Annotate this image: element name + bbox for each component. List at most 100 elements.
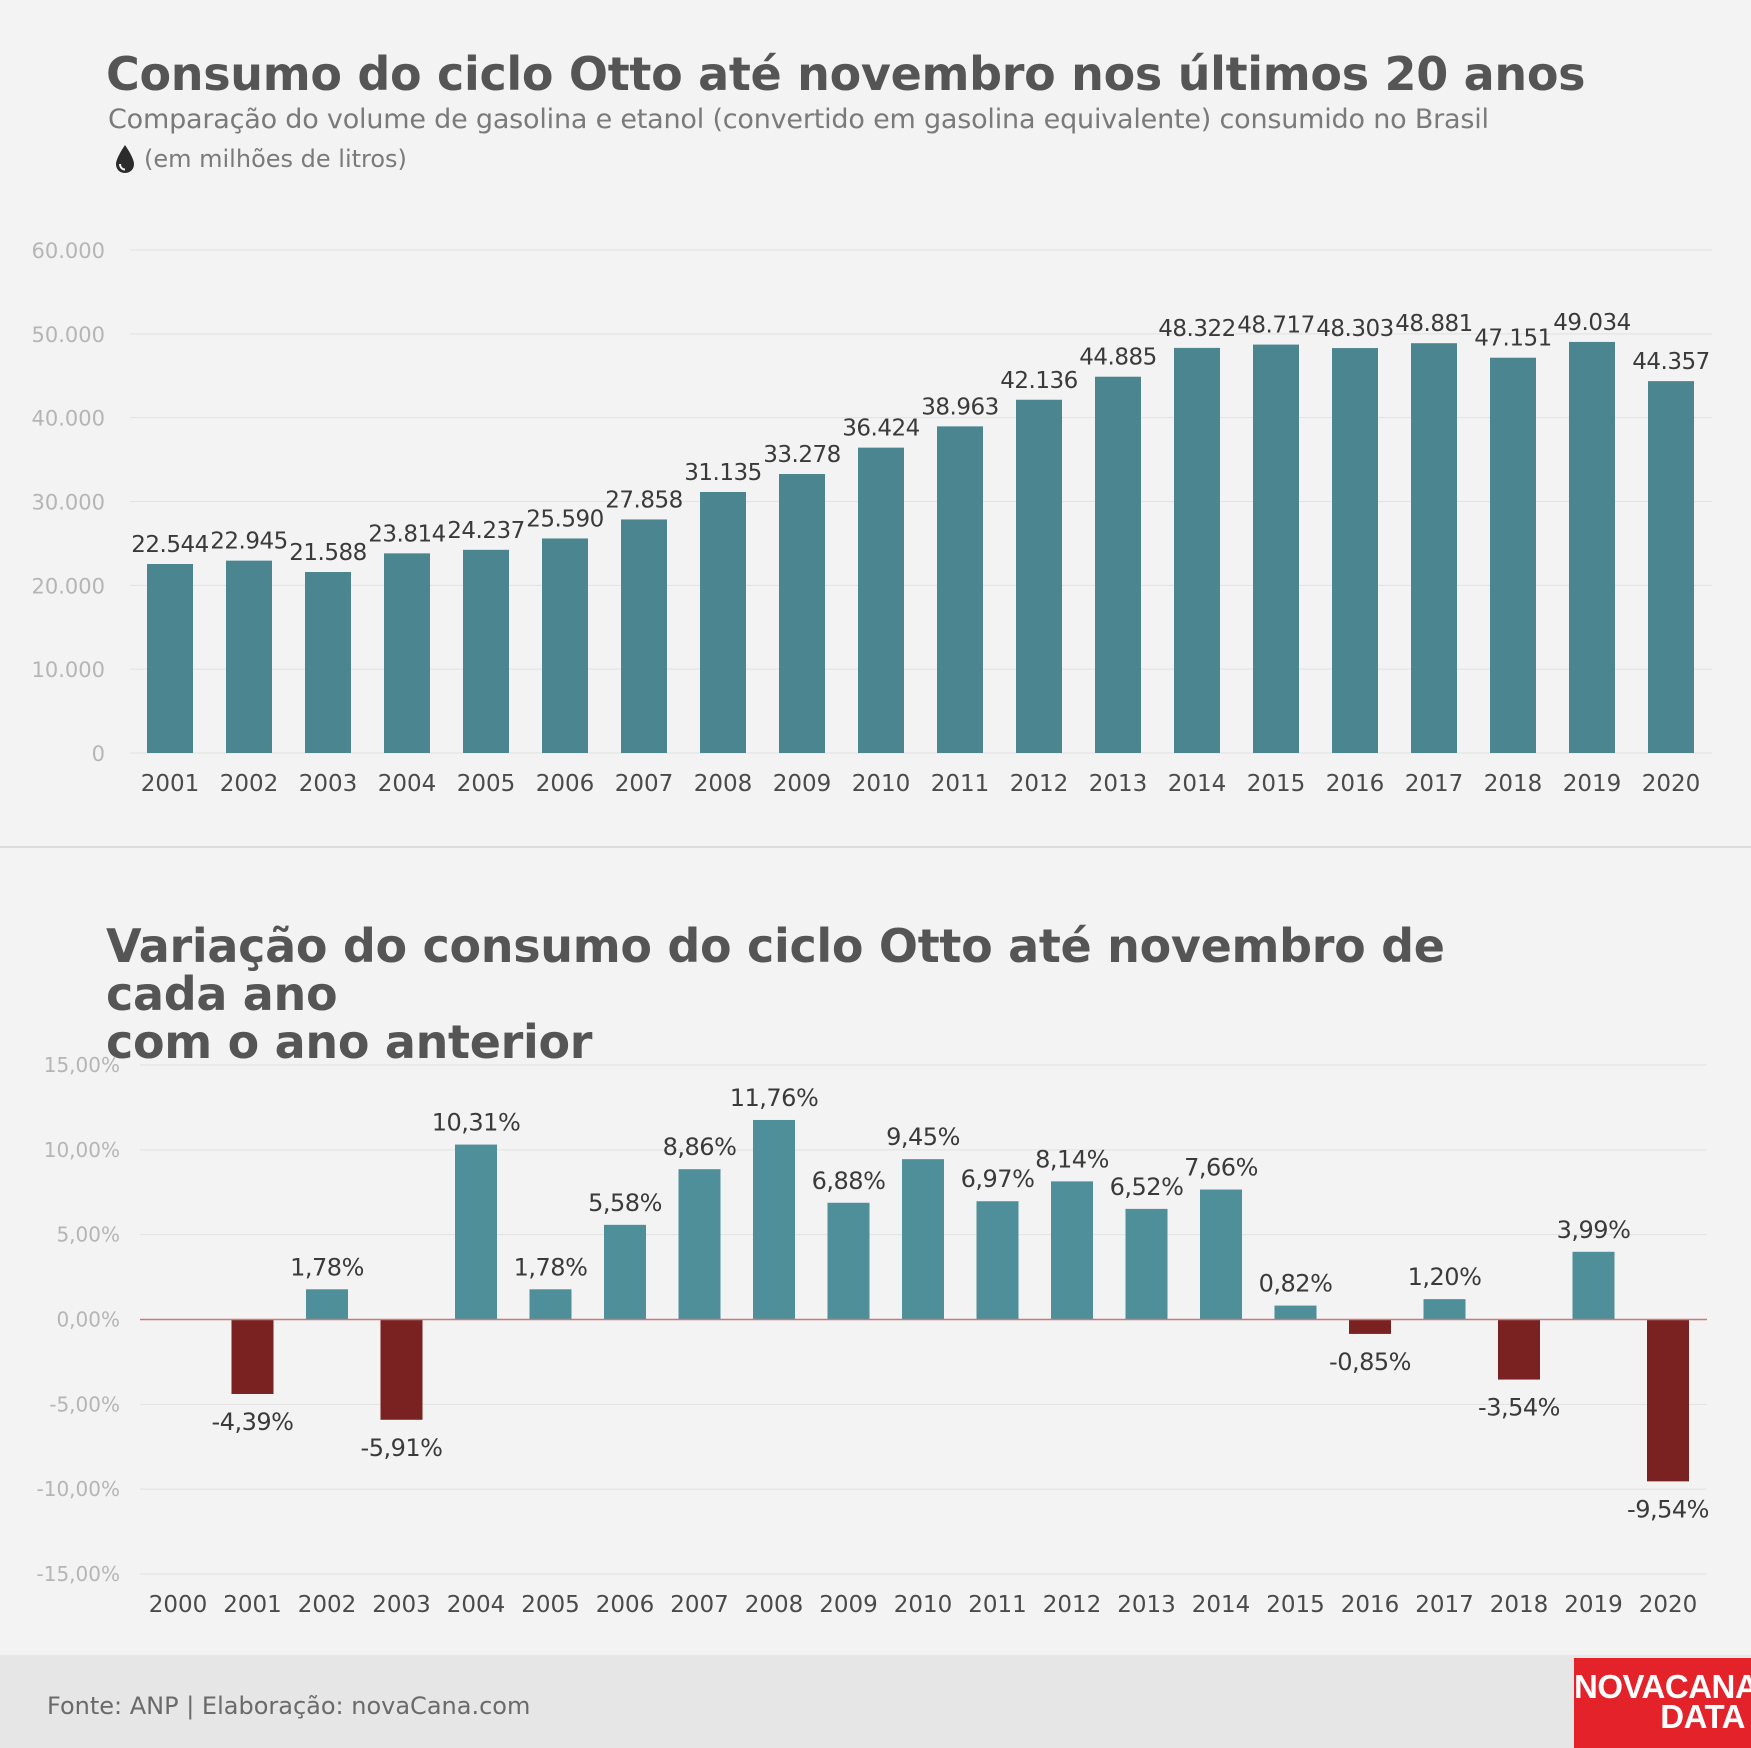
data-label: 48.881 bbox=[1395, 311, 1472, 337]
data-label: 25.590 bbox=[526, 506, 603, 532]
y-tick-label: 30.000 bbox=[32, 491, 105, 515]
bar bbox=[231, 1319, 274, 1394]
x-tick-label: 2017 bbox=[1415, 1592, 1474, 1618]
data-label: 10,31% bbox=[432, 1109, 521, 1137]
x-tick-label: 2007 bbox=[670, 1592, 729, 1618]
bar bbox=[1569, 341, 1615, 753]
logo-line2: DATA bbox=[1660, 1698, 1745, 1735]
bar bbox=[1095, 376, 1141, 753]
x-tick-label: 2015 bbox=[1266, 1592, 1325, 1618]
x-tick-label: 2012 bbox=[1010, 771, 1069, 797]
y-tick-label: 0,00% bbox=[56, 1308, 120, 1332]
x-tick-label: 2005 bbox=[521, 1592, 580, 1618]
x-tick-label: 2016 bbox=[1326, 771, 1385, 797]
bar bbox=[1423, 1299, 1466, 1320]
bar bbox=[1125, 1208, 1168, 1320]
data-label: 22.544 bbox=[131, 532, 208, 558]
x-tick-label: 2009 bbox=[819, 1592, 878, 1618]
x-tick-label: 2001 bbox=[223, 1592, 282, 1618]
x-tick-label: 2010 bbox=[852, 771, 911, 797]
data-label: 3,99% bbox=[1557, 1216, 1631, 1244]
bar bbox=[621, 519, 667, 753]
data-label: 44.357 bbox=[1632, 349, 1709, 375]
data-label: 48.303 bbox=[1316, 316, 1393, 342]
bar bbox=[529, 1289, 572, 1320]
source-note: Fonte: ANP | Elaboração: novaCana.com bbox=[47, 1692, 531, 1720]
x-tick-label: 2020 bbox=[1639, 1592, 1698, 1618]
bar bbox=[226, 560, 272, 753]
y-tick-label: -5,00% bbox=[49, 1392, 120, 1416]
chart-subtitle: Comparação do volume de gasolina e etano… bbox=[108, 104, 1489, 135]
data-label: -0,85% bbox=[1329, 1348, 1411, 1376]
data-label: -3,54% bbox=[1478, 1394, 1560, 1422]
bar bbox=[937, 426, 983, 753]
bar bbox=[1332, 348, 1378, 753]
drop-icon bbox=[116, 145, 134, 173]
unit-note: (em milhões de litros) bbox=[114, 144, 407, 174]
data-label: 8,14% bbox=[1035, 1145, 1109, 1173]
x-tick-label: 2012 bbox=[1043, 1592, 1102, 1618]
x-tick-label: 2008 bbox=[694, 771, 753, 797]
bar bbox=[753, 1119, 795, 1320]
data-label: 6,52% bbox=[1110, 1173, 1184, 1201]
bar bbox=[1051, 1181, 1093, 1320]
y-tick-label: 50.000 bbox=[32, 323, 105, 347]
x-tick-label: 2009 bbox=[773, 771, 832, 797]
x-tick-label: 2017 bbox=[1405, 771, 1464, 797]
data-label: 21.588 bbox=[289, 540, 366, 566]
bar bbox=[858, 447, 904, 753]
y-tick-label: 0 bbox=[92, 742, 105, 766]
y-tick-label: 15,00% bbox=[44, 1053, 120, 1077]
bar bbox=[1200, 1189, 1242, 1320]
x-tick-label: 2013 bbox=[1117, 1592, 1176, 1618]
data-label: 6,97% bbox=[961, 1165, 1035, 1193]
data-label: 9,45% bbox=[886, 1123, 960, 1151]
data-label: 36.424 bbox=[842, 416, 919, 442]
section-divider bbox=[0, 846, 1751, 848]
y-tick-label: -10,00% bbox=[37, 1477, 120, 1501]
variation-title-line2: com o ano anterior bbox=[106, 1015, 593, 1069]
data-label: 0,82% bbox=[1259, 1270, 1333, 1298]
x-tick-label: 2013 bbox=[1089, 771, 1148, 797]
data-label: 48.322 bbox=[1158, 316, 1235, 342]
data-label: 6,88% bbox=[812, 1167, 886, 1195]
data-label: 38.963 bbox=[921, 394, 998, 420]
data-label: -5,91% bbox=[361, 1434, 443, 1462]
bar bbox=[306, 1289, 348, 1320]
x-tick-label: 2014 bbox=[1192, 1592, 1251, 1618]
x-tick-label: 2011 bbox=[968, 1592, 1027, 1618]
x-tick-label: 2019 bbox=[1564, 1592, 1623, 1618]
bar bbox=[1647, 1319, 1689, 1482]
data-label: 31.135 bbox=[684, 460, 761, 486]
variation-bar-chart: -15,00% -10,00% -5,00% 0,00% 5,00% 10,00% 15,0… bbox=[37, 1053, 1710, 1618]
y-tick-label: 10.000 bbox=[32, 658, 105, 682]
data-label: 42.136 bbox=[1000, 368, 1077, 394]
data-label: 1,20% bbox=[1408, 1263, 1482, 1291]
data-label: 1,78% bbox=[290, 1253, 364, 1281]
y-tick-label: 5,00% bbox=[56, 1223, 120, 1247]
bar bbox=[1490, 357, 1536, 753]
y-tick-label: 20.000 bbox=[32, 574, 105, 598]
data-label: 33.278 bbox=[763, 442, 840, 468]
bar bbox=[542, 538, 588, 753]
variation-chart-title: Variação do consumo do ciclo Otto até no… bbox=[106, 922, 1506, 1066]
bar bbox=[455, 1144, 497, 1320]
x-tick-label: 2002 bbox=[298, 1592, 357, 1618]
x-tick-label: 2005 bbox=[457, 771, 516, 797]
y-tick-label: 40.000 bbox=[32, 407, 105, 431]
data-label: 49.034 bbox=[1553, 310, 1630, 336]
data-label: 48.717 bbox=[1237, 313, 1314, 339]
bar bbox=[305, 572, 351, 753]
bar bbox=[1648, 381, 1694, 753]
x-tick-label: 2018 bbox=[1484, 771, 1543, 797]
x-tick-label: 2020 bbox=[1642, 771, 1701, 797]
x-tick-label: 2010 bbox=[894, 1592, 953, 1618]
data-label: 23.814 bbox=[368, 521, 445, 547]
x-tick-label: 2003 bbox=[372, 1592, 431, 1618]
bar bbox=[1498, 1319, 1540, 1380]
bar bbox=[700, 491, 746, 753]
y-tick-label: 10,00% bbox=[44, 1138, 120, 1162]
x-tick-label: 2019 bbox=[1563, 771, 1622, 797]
y-tick-label: -15,00% bbox=[37, 1562, 120, 1586]
consumption-bar-chart: 0 10.000 20.000 30.000 40.000 50.000 60.000 22.… bbox=[32, 239, 1712, 797]
